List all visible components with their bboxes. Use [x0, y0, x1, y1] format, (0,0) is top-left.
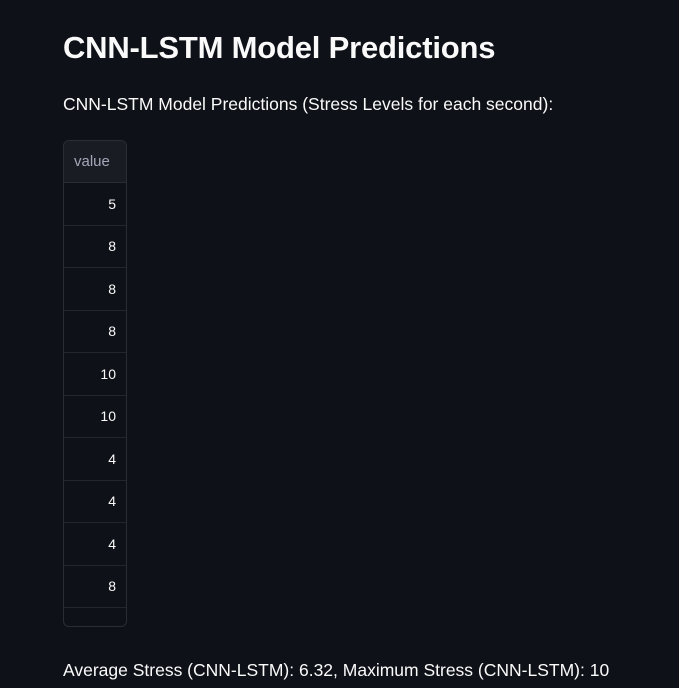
table-row[interactable]: 10 — [64, 353, 126, 396]
stress-summary: Average Stress (CNN-LSTM): 6.32, Maximum… — [63, 660, 610, 680]
table-row[interactable]: 8 — [64, 268, 126, 311]
table-row[interactable]: 4 — [64, 481, 126, 523]
table-row[interactable]: 5 — [64, 183, 126, 226]
table-row[interactable]: 8 — [64, 566, 126, 608]
table-row[interactable]: 8 — [64, 226, 126, 268]
page-title: CNN-LSTM Model Predictions — [63, 30, 496, 65]
predictions-caption: CNN-LSTM Model Predictions (Stress Level… — [63, 94, 554, 114]
table-body: 5 8 8 8 10 10 4 4 4 8 — [64, 183, 126, 608]
column-header-value[interactable]: value — [64, 141, 126, 183]
table-row[interactable]: 4 — [64, 438, 126, 481]
table-row[interactable]: 4 — [64, 523, 126, 566]
table-row[interactable]: 10 — [64, 396, 126, 438]
predictions-table[interactable]: value 5 8 8 8 10 10 4 4 4 8 — [63, 140, 127, 627]
table-row[interactable]: 8 — [64, 311, 126, 353]
